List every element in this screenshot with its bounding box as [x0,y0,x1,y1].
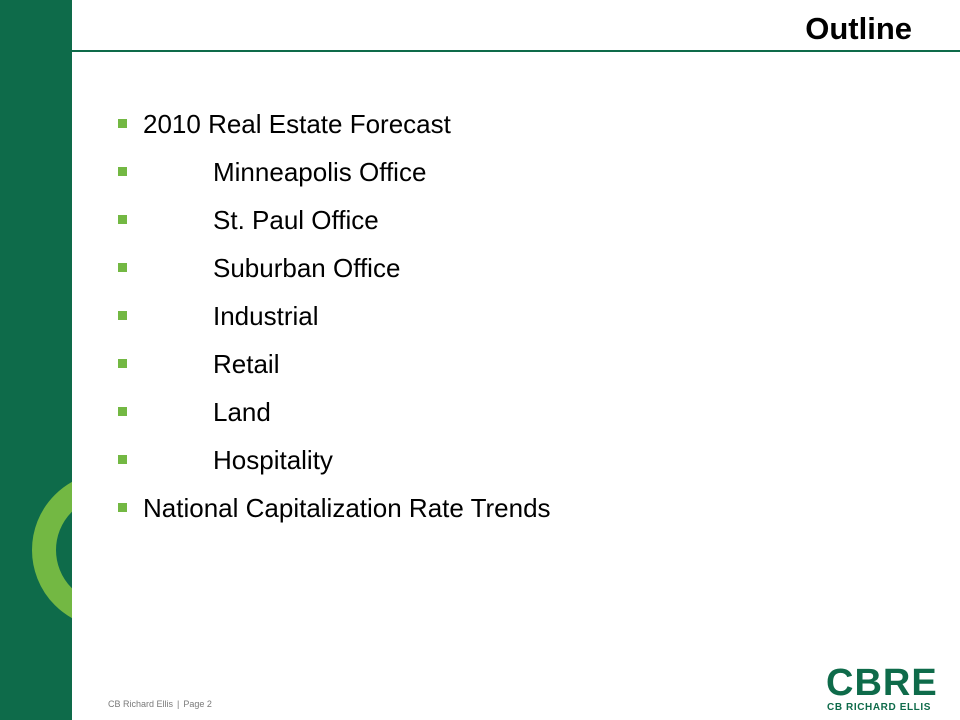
item-label: Minneapolis Office [213,157,427,187]
item-label: National Capitalization Rate Trends [143,493,551,523]
footer-separator: | [177,699,180,709]
footer-company: CB Richard Ellis [108,699,174,709]
item-label: St. Paul Office [213,205,379,235]
slide-title: Outline [805,11,912,46]
title-rule [72,50,960,52]
item-label: Land [213,397,271,427]
bullet-icon [118,263,127,272]
bullet-icon [118,503,127,512]
bullet-icon [118,119,127,128]
bullet-icon [118,167,127,176]
bullet-icon [118,311,127,320]
footer-page-number: Page 2 [183,699,212,709]
bullet-icon [118,455,127,464]
logo-mark: CBRE [826,662,938,704]
item-label: 2010 Real Estate Forecast [143,109,451,139]
page-footer: CB Richard Ellis | Page 2 [108,699,212,709]
item-label: Retail [213,349,280,379]
bullet-icon [118,215,127,224]
item-label: Hospitality [213,445,333,475]
bullet-icon [118,407,127,416]
ring-graphic-icon [32,481,72,619]
item-label: Industrial [213,301,319,331]
brand-sidebar [0,0,72,720]
cbre-logo: CBRE CB RICHARD ELLIS [826,664,950,714]
bullet-icon [118,359,127,368]
item-label: Suburban Office [213,253,401,283]
logo-subtext: CB RICHARD ELLIS [827,702,932,713]
